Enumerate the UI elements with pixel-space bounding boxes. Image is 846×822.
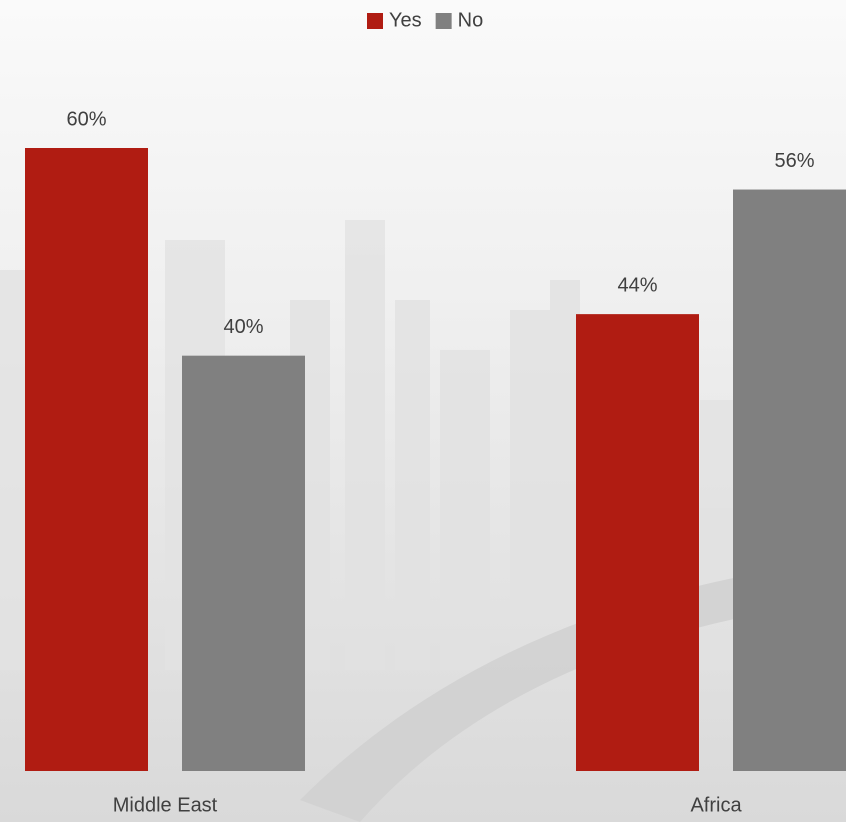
x-tick-label: Middle East [113,794,218,816]
value-label: 56% [774,150,814,172]
value-label: 60% [66,108,106,130]
legend-swatch [367,13,383,29]
legend-swatch [436,13,452,29]
bar [182,356,305,771]
value-label: 40% [223,316,263,338]
legend-label: No [458,9,484,31]
bar [733,190,846,771]
chart: Yes No Middle East 60% 40% Africa 44% 56% [0,0,846,822]
legend-label: Yes [389,9,422,31]
bar [576,314,699,771]
x-tick-label: Africa [690,794,742,816]
page: YesNoMiddle East60%40%Africa44%56% (() =… [0,0,846,822]
value-label: 44% [617,274,657,296]
bar [25,148,148,771]
